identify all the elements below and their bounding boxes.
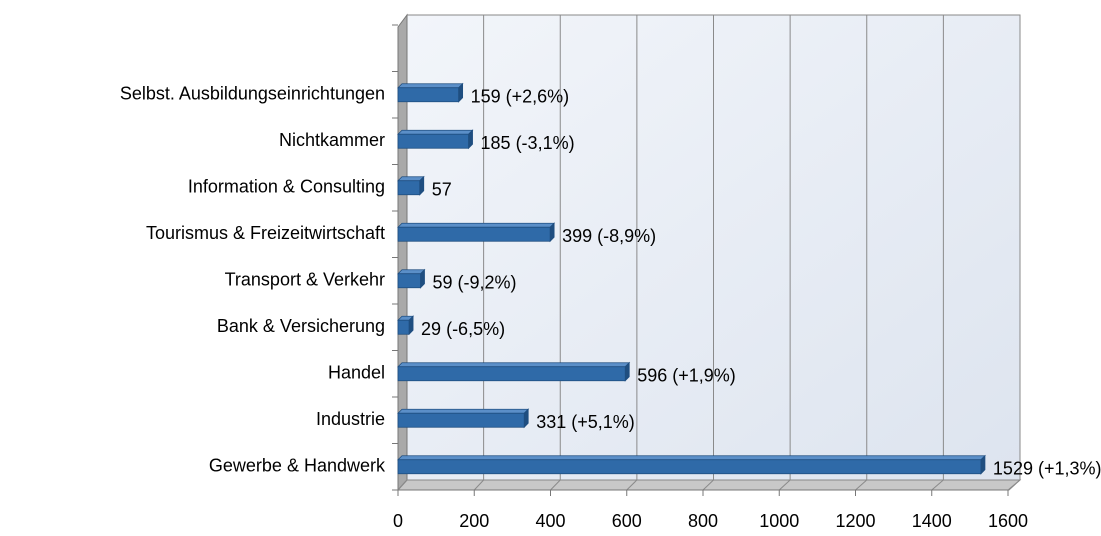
x-tick-label: 600 xyxy=(612,511,642,531)
bar xyxy=(397,129,474,150)
x-tick-label: 0 xyxy=(393,511,403,531)
bar xyxy=(397,82,464,103)
x-tick-label: 1600 xyxy=(988,511,1028,531)
y-tick-label: Transport & Verkehr xyxy=(225,270,385,290)
x-tick-label: 400 xyxy=(535,511,565,531)
y-tick-label: Gewerbe & Handwerk xyxy=(209,456,386,476)
y-tick-label: Bank & Versicherung xyxy=(217,316,385,336)
bar-front xyxy=(397,133,469,149)
bar-front xyxy=(397,412,525,428)
floor-grid-line xyxy=(778,479,791,491)
bar-top xyxy=(397,362,631,368)
floor-grid-line xyxy=(397,479,408,491)
bar-top xyxy=(397,83,464,89)
data-label: 59 (-9,2%) xyxy=(432,273,516,293)
y-tick-label: Handel xyxy=(328,363,385,383)
data-label: 29 (-6,5%) xyxy=(421,319,505,339)
floor-grid-line xyxy=(1007,479,1021,491)
bar-front xyxy=(397,366,626,382)
bar-front xyxy=(397,319,410,335)
bar-top xyxy=(397,222,556,228)
y-tick-label: Industrie xyxy=(316,409,385,429)
data-label: 57 xyxy=(432,180,452,200)
bar xyxy=(397,361,631,382)
x-tick-label: 800 xyxy=(688,511,718,531)
bar xyxy=(397,408,530,429)
data-label: 1529 (+1,3%) xyxy=(993,459,1101,479)
data-label: 159 (+2,6%) xyxy=(471,87,570,107)
y-tick-label: Nichtkammer xyxy=(279,130,385,150)
data-label: 399 (-8,9%) xyxy=(562,226,656,246)
bar-top xyxy=(397,269,426,275)
bar xyxy=(397,268,426,289)
bar-front xyxy=(397,180,421,196)
data-label: 596 (+1,9%) xyxy=(637,366,736,386)
bar-top xyxy=(397,455,986,461)
bar xyxy=(397,315,415,336)
bar-front xyxy=(397,87,460,103)
floor-grid-line xyxy=(550,479,561,491)
bar-front xyxy=(397,226,551,242)
floor xyxy=(396,479,1022,491)
data-label: 185 (-3,1%) xyxy=(481,133,575,153)
floor-grid-line xyxy=(702,479,714,491)
floor-grid-line xyxy=(931,479,944,491)
floor-grid-line xyxy=(855,479,868,491)
bar-front xyxy=(397,459,982,475)
bar-top xyxy=(397,129,474,135)
data-label: 331 (+5,1%) xyxy=(536,412,635,432)
floor-grid-line xyxy=(626,479,638,491)
bar-top xyxy=(397,408,530,414)
bar xyxy=(397,175,425,196)
x-tick-label: 1000 xyxy=(759,511,799,531)
x-tick-label: 1200 xyxy=(835,511,875,531)
bar xyxy=(397,222,556,243)
x-tick-label: 200 xyxy=(459,511,489,531)
bar xyxy=(397,454,986,475)
floor-grid-line xyxy=(473,479,484,491)
y-tick-label: Tourismus & Freizeitwirtschaft xyxy=(146,223,385,243)
x-tick-label: 1400 xyxy=(912,511,952,531)
y-tick-label: Information & Consulting xyxy=(188,177,385,197)
bar-front xyxy=(397,273,421,289)
y-tick-label: Selbst. Ausbildungseinrichtungen xyxy=(120,84,385,104)
